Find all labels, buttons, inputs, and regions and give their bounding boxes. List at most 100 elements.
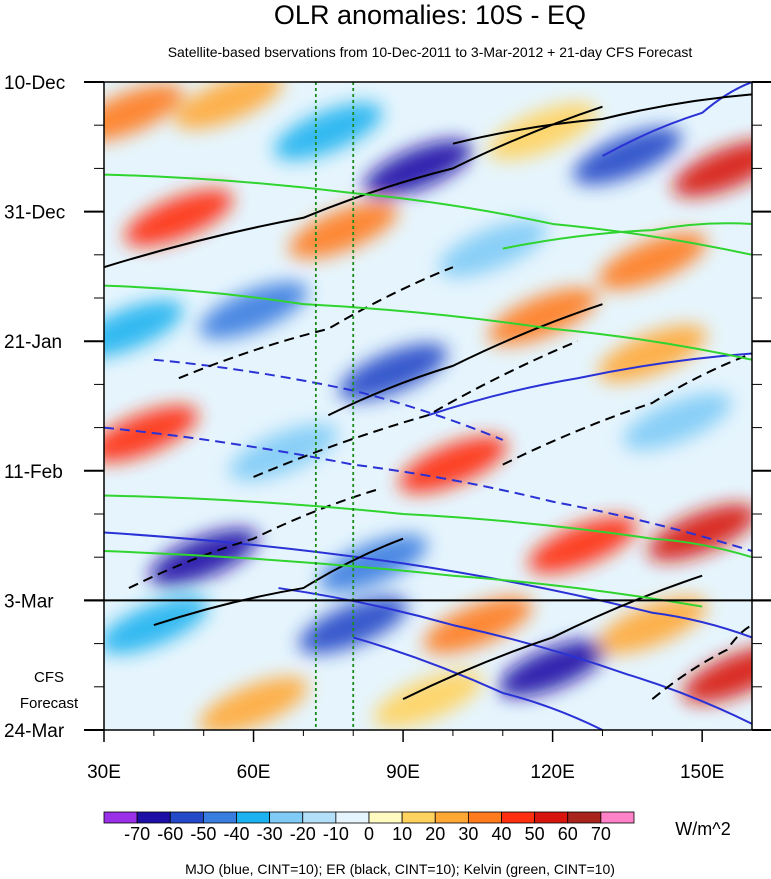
er-contour-5: [128, 488, 379, 589]
colorbar-swatch-7: [335, 811, 370, 824]
mjo-contour-1: [104, 426, 752, 552]
kelvin-contour-0: [104, 173, 752, 256]
plot-frame: [103, 81, 753, 731]
colorbar-swatch-2: [169, 811, 204, 824]
colorbar-swatch-11: [467, 811, 502, 824]
chart-subtitle: Satellite-based bservations from 10-Dec-…: [168, 44, 693, 60]
mjo-contour-5: [352, 636, 603, 730]
colorbar-swatch-1: [136, 811, 171, 824]
y-tick-label-3: 11-Feb: [4, 462, 63, 483]
anomaly-blob-2: [274, 102, 383, 160]
anomaly-blob-6: [672, 139, 752, 197]
anomaly-blob-12: [104, 300, 184, 358]
anomaly-blob-23: [647, 503, 752, 562]
colorbar-label-4: -30: [257, 824, 283, 844]
y-tick-label-4: 3-Mar: [4, 591, 54, 612]
colorbar-swatch-6: [302, 811, 337, 824]
colorbar-swatch-15: [600, 811, 635, 824]
er-contour-8: [452, 93, 752, 145]
anomaly-blob-14: [488, 287, 597, 346]
colorbar-label-14: 70: [591, 824, 611, 844]
anomaly-blob-22: [528, 516, 637, 574]
forecast-label-line-1: CFS: [34, 669, 64, 686]
colorbar-label-7: 0: [364, 824, 374, 844]
anomaly-blob-21: [318, 534, 428, 592]
anomaly-blob-16: [104, 405, 199, 463]
er-contour-4: [153, 537, 404, 627]
anomaly-blob-5: [573, 127, 682, 185]
er-contours: [104, 93, 752, 701]
anomaly-blob-9: [438, 220, 548, 278]
anomaly-blob-7: [124, 189, 234, 247]
er-contour-7: [502, 352, 752, 466]
anomaly-blob-1: [174, 82, 283, 130]
kelvin-contour-2: [104, 494, 752, 559]
colorbar-swatch-14: [567, 811, 602, 824]
contour-legend: MJO (blue, CINT=10); ER (black, CINT=10)…: [185, 861, 615, 877]
x-tick-label-4: 150E: [680, 762, 724, 783]
anomaly-blob-25: [298, 596, 408, 654]
anomaly-blob-30: [598, 596, 707, 654]
colorbar-label-3: -40: [223, 824, 249, 844]
colorbar-label-8: 10: [392, 824, 412, 844]
anomaly-blob-17: [398, 436, 508, 494]
mjo-contour-2: [104, 531, 752, 639]
reference-lines: [314, 82, 355, 730]
colorbar-swatch-12: [501, 811, 536, 824]
er-contour-6: [402, 574, 703, 701]
x-tick-label-0: 30E: [87, 762, 121, 783]
er-contour-2: [327, 303, 603, 417]
colorbar-swatch-13: [534, 811, 569, 824]
x-tick-label-3: 120E: [530, 762, 574, 783]
colorbar-label-6: -10: [323, 824, 349, 844]
colorbar-swatch-3: [202, 811, 237, 824]
colorbar-label-5: -20: [290, 824, 316, 844]
colorbar-label-1: -60: [157, 824, 183, 844]
anomaly-blob-3: [363, 139, 473, 197]
colorbar: -70 -60 -50 -40 -30 -20 -10 0 10 20 30 40 50 60 70: [103, 811, 635, 844]
anomaly-blob-29: [373, 670, 483, 728]
kelvin-contour-3: [104, 550, 703, 608]
y-tick-label-5: 24-Mar: [4, 721, 65, 742]
anomaly-blob-19: [622, 392, 732, 450]
mjo-contour-0: [278, 587, 752, 725]
colorbar-swatch-0: [103, 811, 138, 824]
anomaly-blob-26: [498, 639, 607, 697]
chart-title: OLR anomalies: 10S - EQ: [274, 0, 586, 30]
colorbar-label-2: -50: [190, 824, 216, 844]
y-tick-label-0: 10-Dec: [4, 73, 65, 94]
anomaly-blob-0: [104, 84, 184, 142]
er-contour-9: [651, 624, 752, 700]
mjo-contour-4: [427, 352, 752, 417]
colorbar-label-13: 60: [558, 824, 578, 844]
er-contour-3: [253, 340, 578, 478]
colorbar-swatch-10: [434, 811, 469, 824]
y-tick-label-2: 21-Jan: [4, 332, 62, 353]
y-tick-label-1: 31-Dec: [4, 203, 65, 224]
colorbar-swatch-4: [236, 811, 271, 824]
colorbar-label-12: 50: [525, 824, 545, 844]
kelvin-contours: [104, 173, 752, 608]
anomaly-blob-13: [338, 343, 448, 401]
x-tick-label-1: 60E: [237, 762, 271, 783]
plot-area: [104, 82, 752, 730]
colorbar-label-0: -70: [124, 824, 150, 844]
anomaly-blob-10: [598, 232, 707, 290]
anomaly-blob-28: [199, 676, 308, 730]
forecast-label-line-2: Forecast: [20, 695, 79, 712]
mjo-contour-6: [601, 82, 752, 157]
anomaly-blob-31: [423, 596, 533, 654]
colorbar-label-10: 30: [458, 824, 478, 844]
colorbar-label-9: 20: [425, 824, 445, 844]
colorbar-swatch-8: [368, 811, 403, 824]
y-axis: 10-Dec 31-Dec 21-Jan 11-Feb 3-Mar 24-Mar: [4, 73, 771, 742]
anomaly-blob-11: [199, 281, 308, 339]
colorbar-swatch-9: [401, 811, 436, 824]
colorbar-swatch-5: [269, 811, 304, 824]
kelvin-contour-4: [502, 222, 752, 250]
x-tick-label-2: 90E: [386, 762, 420, 783]
kelvin-contour-1: [104, 284, 752, 361]
anomaly-blob-15: [598, 324, 707, 383]
colorbar-units: W/m^2: [675, 819, 730, 839]
